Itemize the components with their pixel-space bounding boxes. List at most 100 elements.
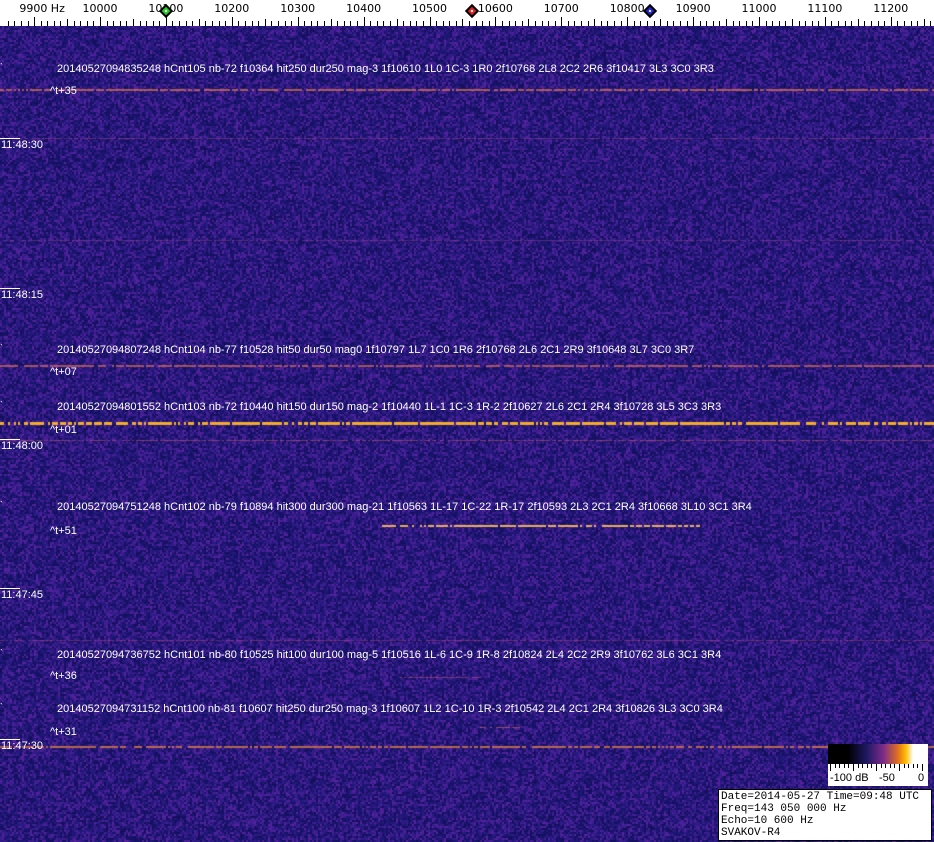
detection-annotation: 20140527094835248 hCnt105 nb-72 f10364 h… [57, 63, 714, 75]
frequency-tick [640, 21, 641, 26]
colorbar-tick [853, 764, 854, 771]
frequency-tick [390, 21, 391, 26]
frequency-tick [28, 21, 29, 26]
colorbar-gradient [828, 744, 928, 764]
colorbar-tick [834, 764, 836, 768]
frequency-tick [858, 19, 859, 26]
frequency-tick [232, 17, 233, 26]
frequency-tick [350, 21, 351, 26]
detection-time-offset: ^t+36 [50, 670, 77, 682]
detection-edge-mark: ` [0, 702, 3, 712]
frequency-tick [87, 21, 88, 26]
frequency-tick [423, 21, 424, 26]
colorbar-tick [848, 764, 850, 768]
colorbar-label-mid: -50 [879, 772, 895, 784]
frequency-marker-2[interactable] [643, 3, 658, 19]
frequency-tick [107, 21, 108, 26]
frequency-tick [805, 21, 806, 26]
frequency-tick-label: 11200 [873, 2, 909, 15]
time-tick-line [0, 439, 20, 440]
frequency-tick [700, 21, 701, 26]
frequency-tick [172, 21, 173, 26]
frequency-tick [265, 19, 266, 26]
frequency-tick [739, 21, 740, 26]
frequency-tick [443, 21, 444, 26]
frequency-tick [47, 21, 48, 26]
colorbar-tick [871, 764, 873, 768]
frequency-tick [179, 21, 180, 26]
time-tick-line [0, 588, 20, 589]
colorbar-tick [866, 764, 868, 768]
detection-time-offset: ^t+31 [50, 726, 77, 738]
frequency-tick [324, 21, 325, 26]
detection-time-offset: ^t+51 [50, 525, 77, 537]
frequency-tick [271, 21, 272, 26]
frequency-tick [752, 21, 753, 26]
frequency-tick [733, 21, 734, 26]
frequency-tick [285, 21, 286, 26]
colorbar-tick [908, 764, 910, 768]
colorbar-tick [857, 764, 859, 768]
colorbar-tick [839, 764, 841, 768]
frequency-tick [449, 21, 450, 26]
detection-annotation: 20140527094736752 hCnt101 nb-80 f10525 h… [57, 649, 722, 661]
frequency-tick [673, 21, 674, 26]
frequency-tick [568, 21, 569, 26]
frequency-tick [495, 17, 496, 26]
frequency-tick [489, 21, 490, 26]
detection-time-offset: ^t+35 [50, 85, 77, 97]
time-tick-label: 11:48:15 [1, 289, 44, 301]
info-echo: Echo=10 600 Hz [721, 815, 814, 827]
frequency-tick [416, 21, 417, 26]
colorbar-tick [903, 764, 905, 768]
frequency-tick-label: 10200 [214, 2, 250, 15]
colorbar-tick [885, 764, 887, 768]
detection-annotation: 20140527094751248 hCnt102 nb-79 f10894 h… [57, 501, 752, 513]
frequency-tick [153, 21, 154, 26]
detection-edge-mark: ` [0, 400, 3, 410]
frequency-tick [884, 21, 885, 26]
colorbar-label-min: -100 dB [830, 772, 869, 784]
frequency-tick [482, 21, 483, 26]
frequency-tick [660, 19, 661, 26]
frequency-tick [344, 21, 345, 26]
detection-annotation: 20140527094807248 hCnt104 nb-77 f10528 h… [57, 344, 695, 356]
colorbar-tick [922, 764, 923, 771]
frequency-tick [476, 21, 477, 26]
frequency-tick [627, 17, 628, 26]
frequency-tick [212, 21, 213, 26]
colorbar-tick [843, 764, 845, 768]
frequency-tick [298, 17, 299, 26]
frequency-tick [370, 21, 371, 26]
frequency-tick [403, 21, 404, 26]
frequency-tick [252, 21, 253, 26]
frequency-tick [436, 21, 437, 26]
frequency-tick [502, 21, 503, 26]
frequency-tick [818, 21, 819, 26]
frequency-tick [607, 21, 608, 26]
frequency-tick [225, 21, 226, 26]
frequency-tick [93, 21, 94, 26]
frequency-tick-label: 11100 [807, 2, 843, 15]
frequency-tick [41, 21, 42, 26]
colorbar-tick [894, 764, 896, 768]
frequency-tick [311, 21, 312, 26]
frequency-tick [34, 17, 35, 26]
frequency-tick [581, 21, 582, 26]
colorbar-tick [917, 764, 919, 768]
frequency-tick [930, 21, 931, 26]
frequency-tick [515, 21, 516, 26]
frequency-tick [67, 19, 68, 26]
frequency-tick [785, 21, 786, 26]
frequency-tick [878, 21, 879, 26]
frequency-tick [462, 19, 463, 26]
frequency-tick [667, 21, 668, 26]
info-date-time: Date=2014-05-27 Time=09:48 UTC [721, 791, 920, 803]
frequency-tick [377, 21, 378, 26]
frequency-tick [772, 21, 773, 26]
frequency-tick [126, 21, 127, 26]
frequency-tick-label: 9900 Hz [19, 2, 65, 15]
frequency-tick [291, 21, 292, 26]
frequency-tick [14, 21, 15, 26]
frequency-tick [383, 21, 384, 26]
